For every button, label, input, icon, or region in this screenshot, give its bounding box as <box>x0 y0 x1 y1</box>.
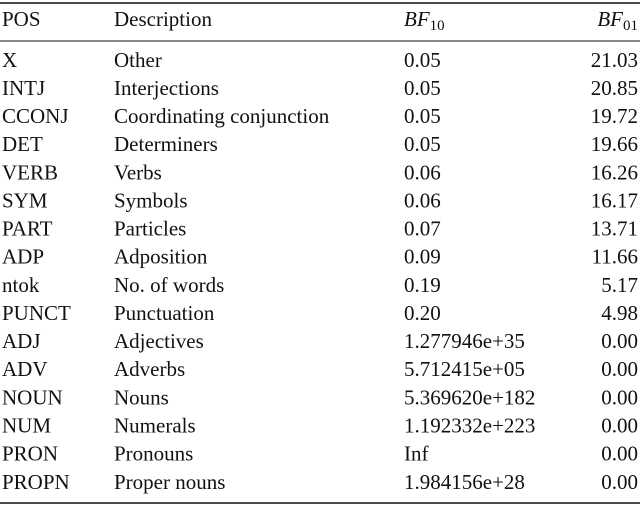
cell: Symbols <box>114 188 188 212</box>
cell: 1.277946e+35 <box>404 329 525 353</box>
cell: 0.19 <box>404 273 441 297</box>
cell: No. of words <box>114 273 224 297</box>
cell: 11.66 <box>592 245 638 269</box>
cell: 4.98 <box>601 301 638 325</box>
cell: ntok <box>2 273 40 297</box>
cell: CCONJ <box>2 104 69 128</box>
cell: Adjectives <box>114 329 204 353</box>
cell: NUM <box>2 414 51 438</box>
cell: 16.17 <box>591 188 638 212</box>
cell: 13.71 <box>591 217 638 241</box>
cell: 0.05 <box>404 132 441 156</box>
cell: INTJ <box>2 76 45 100</box>
cell: PROPN <box>2 470 70 494</box>
cell: 0.07 <box>404 217 441 241</box>
cell: 5.17 <box>601 273 638 297</box>
cell: 0.05 <box>404 48 441 72</box>
cell: Other <box>114 48 162 72</box>
cell: Verbs <box>114 160 162 184</box>
cell: Numerals <box>114 414 196 438</box>
cell: ADV <box>2 357 48 381</box>
cell: 0.06 <box>404 160 441 184</box>
cell: 0.09 <box>404 245 441 269</box>
cell: 1.192332e+223 <box>404 414 535 438</box>
cell: Pronouns <box>114 442 193 466</box>
cell: ADP <box>2 245 44 269</box>
header-main: BF <box>597 7 623 31</box>
cell: 0.00 <box>601 329 638 353</box>
cell: X <box>2 48 17 72</box>
cell: 0.00 <box>601 385 638 409</box>
cell: Adverbs <box>114 357 185 381</box>
cell: DET <box>2 132 43 156</box>
cell: 0.05 <box>404 76 441 100</box>
cell: Adposition <box>114 245 208 269</box>
cell: 0.00 <box>601 414 638 438</box>
cell: Proper nouns <box>114 470 225 494</box>
cell: Punctuation <box>114 301 215 325</box>
cell: 0.05 <box>404 104 441 128</box>
header-cell: BF10 <box>404 7 445 35</box>
header-cell: POS <box>2 7 41 31</box>
cell: 0.00 <box>601 470 638 494</box>
cell: 16.26 <box>591 160 638 184</box>
cell: Interjections <box>114 76 219 100</box>
cell: Particles <box>114 217 186 241</box>
header-cell: Description <box>114 7 212 31</box>
cell: 20.85 <box>591 76 638 100</box>
cell: 5.369620e+182 <box>404 385 535 409</box>
cell: VERB <box>2 160 58 184</box>
cell: 5.712415e+05 <box>404 357 525 381</box>
cell: Nouns <box>114 385 169 409</box>
header-main: BF <box>404 7 430 31</box>
cell: 0.20 <box>404 301 441 325</box>
cell: 19.72 <box>591 104 638 128</box>
cell: Inf <box>404 442 429 466</box>
cell: 0.06 <box>404 188 441 212</box>
cell: PRON <box>2 442 58 466</box>
cell: 0.00 <box>601 442 638 466</box>
cell: Determiners <box>114 132 218 156</box>
header-sub: 01 <box>623 18 638 34</box>
cell: Coordinating conjunction <box>114 104 330 128</box>
cell: 0.00 <box>601 357 638 381</box>
cell: PART <box>2 217 53 241</box>
cell: 21.03 <box>591 48 638 72</box>
cell: NOUN <box>2 385 63 409</box>
cell: 19.66 <box>591 132 638 156</box>
cell: 1.984156e+28 <box>404 470 525 494</box>
header-cell: BF01 <box>597 7 638 35</box>
header-sub: 10 <box>430 18 445 34</box>
cell: PUNCT <box>2 301 71 325</box>
cell: SYM <box>2 188 48 212</box>
cell: ADJ <box>2 329 41 353</box>
